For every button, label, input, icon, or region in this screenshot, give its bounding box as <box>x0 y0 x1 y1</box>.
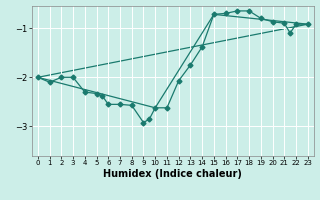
X-axis label: Humidex (Indice chaleur): Humidex (Indice chaleur) <box>103 169 242 179</box>
